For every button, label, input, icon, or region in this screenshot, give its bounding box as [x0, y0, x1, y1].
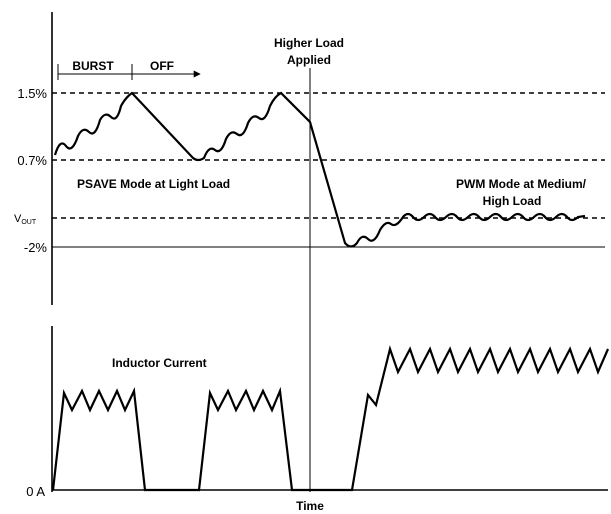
level-label-0-7-percent: 0.7% [17, 153, 47, 168]
off-label: OFF [150, 59, 174, 73]
higher-load-label-line1: Higher Load [274, 36, 344, 50]
higher-load-label-line2: Applied [287, 53, 331, 67]
pwm-mode-label-line2: High Load [483, 194, 542, 208]
level-label-minus-2-percent: -2% [24, 240, 48, 255]
level-label-vout: VOUT [14, 213, 37, 226]
inductor-current-waveform [51, 345, 610, 492]
pwm-mode-label-line1: PWM Mode at Medium/ [456, 177, 587, 191]
zero-amp-label: 0 A [26, 484, 45, 499]
level-label-1-5-percent: 1.5% [17, 86, 47, 101]
inductor-current-label: Inductor Current [112, 356, 207, 370]
time-axis-label: Time [296, 499, 324, 513]
burst-label: BURST [72, 59, 114, 73]
psave-mode-label: PSAVE Mode at Light Load [77, 177, 230, 191]
output-voltage-waveform [53, 91, 586, 248]
